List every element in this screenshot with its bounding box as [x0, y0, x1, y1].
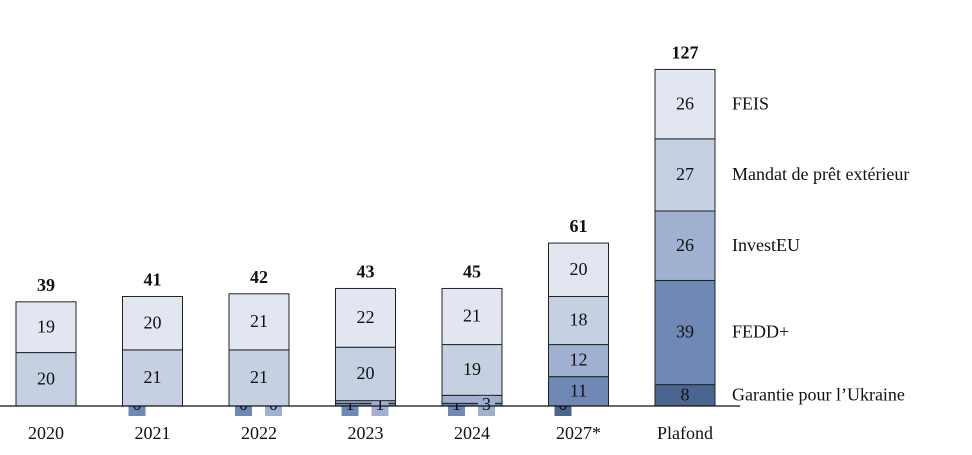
bar-segment — [548, 242, 609, 297]
total-label: 43 — [357, 262, 375, 282]
bar-segment — [654, 68, 716, 140]
segment-label: 21 — [250, 367, 268, 387]
segment-label: 19 — [463, 359, 481, 379]
x-tick-label: 2022 — [241, 423, 277, 443]
segment-label: 22 — [357, 307, 375, 327]
segment-label: 20 — [357, 363, 375, 383]
legend-label: Garantie pour l’Ukraine — [732, 384, 905, 404]
bar-segment — [654, 210, 716, 281]
bar-segment — [548, 295, 609, 346]
bar-segment — [228, 293, 290, 351]
segment-label: 26 — [676, 93, 694, 113]
segment-label: 8 — [681, 384, 690, 404]
x-tick-label: 2027* — [556, 423, 601, 443]
bar-segment — [335, 287, 396, 348]
segment-label: 19 — [37, 316, 55, 336]
segment-label: 21 — [250, 311, 268, 331]
segment-label: 12 — [570, 350, 588, 370]
segment-label: 26 — [676, 235, 694, 255]
bar-segment — [122, 349, 183, 407]
small-label-box — [478, 394, 495, 416]
bar-segment — [654, 138, 716, 212]
x-tick-label: 2024 — [454, 423, 490, 443]
bar-segment — [548, 344, 609, 378]
legend-label: InvestEU — [732, 235, 800, 255]
segment-label: 3 — [482, 394, 491, 414]
total-label: 127 — [672, 43, 699, 63]
segment-label: 21 — [144, 367, 162, 387]
bar-segment — [228, 349, 290, 407]
bar-segment — [654, 279, 716, 386]
legend-label: FEIS — [732, 93, 769, 113]
segment-label: 39 — [676, 322, 694, 342]
bar-segment — [335, 346, 396, 402]
segment-label: 18 — [570, 310, 588, 330]
segment-label: 21 — [463, 306, 481, 326]
bar-segment — [122, 295, 183, 351]
segment-label: 1 — [346, 394, 355, 414]
bar-segment — [548, 376, 609, 407]
bar-segment — [441, 287, 503, 346]
segment-label: 1 — [452, 394, 461, 414]
segment-label: 11 — [570, 380, 587, 400]
x-tick-label: Plafond — [657, 423, 713, 443]
segment-label: 20 — [570, 259, 588, 279]
legend-label: FEDD+ — [732, 322, 789, 342]
total-label: 45 — [463, 262, 481, 282]
bar-segment — [441, 344, 503, 396]
total-label: 39 — [37, 275, 55, 295]
segment-label: 20 — [144, 312, 162, 332]
bar-segment — [15, 352, 77, 407]
total-label: 41 — [144, 270, 162, 290]
x-tick-label: 2020 — [28, 423, 64, 443]
segment-label: 1 — [376, 394, 385, 414]
x-tick-label: 2023 — [348, 423, 384, 443]
bar-segment — [15, 301, 77, 354]
segment-label: 20 — [37, 368, 55, 388]
total-label: 42 — [250, 267, 268, 287]
segment-label: 27 — [676, 164, 694, 184]
total-label: 61 — [570, 216, 588, 236]
x-tick-label: 2021 — [135, 423, 171, 443]
legend-label: Mandat de prêt extérieur — [732, 164, 909, 184]
